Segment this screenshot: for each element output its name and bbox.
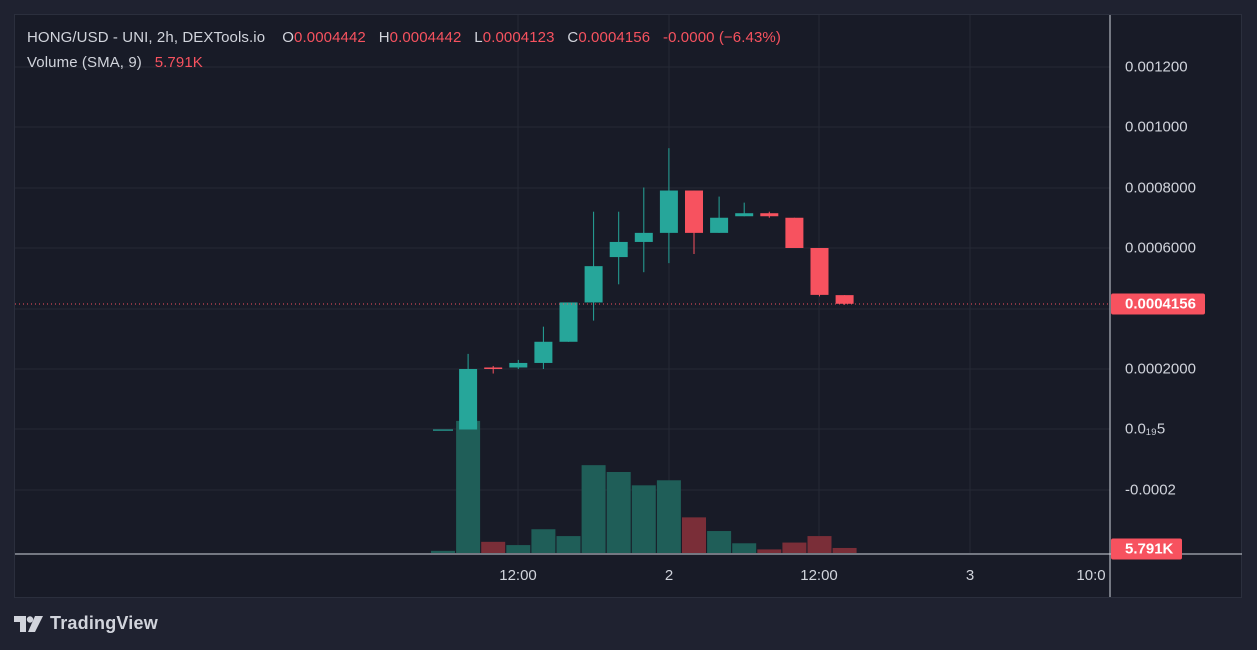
volume-bar: [707, 531, 732, 553]
candle: [659, 148, 678, 264]
price-tick-label: -0.0002: [1125, 481, 1176, 499]
candle: [559, 302, 578, 342]
legend-volume: Volume (SMA, 9) 5.791K: [27, 54, 203, 71]
volume-bar: [832, 547, 857, 553]
time-tick-label: 12:00: [499, 567, 537, 584]
volume-bar: [656, 480, 681, 553]
price-tick-label: 0.0006000: [1125, 239, 1196, 257]
legend-volume-value: 5.791K: [154, 54, 203, 71]
legend-high-label: H: [378, 29, 390, 46]
volume-bar: [807, 536, 832, 553]
volume-bar: [782, 542, 807, 553]
candle-body: [710, 217, 729, 233]
time-tick-label: 10:0: [1076, 567, 1106, 584]
tradingview-logo-icon: [14, 615, 43, 632]
candle: [459, 353, 478, 430]
legend-change: -0.0000 (−6.43%): [663, 29, 781, 46]
candle-body: [559, 302, 578, 342]
price-tick-label: 0.001200: [1125, 58, 1188, 76]
candle: [710, 196, 729, 233]
candle-body: [835, 295, 854, 304]
tradingview-brand[interactable]: TradingView: [14, 613, 158, 634]
volume-bar: [556, 536, 581, 553]
legend-low-label: L: [474, 29, 483, 46]
volume-bar: [631, 485, 656, 553]
candle: [785, 217, 804, 248]
candle-body: [634, 232, 653, 242]
candle-body: [509, 362, 528, 368]
volume-bar: [531, 529, 556, 553]
legend-open-value: 0.0004442: [294, 29, 366, 46]
legend-low-value: 0.0004123: [482, 29, 555, 46]
time-tick-label: 3: [965, 567, 975, 584]
volume-bar: [481, 541, 506, 553]
candle-body: [433, 429, 453, 431]
candle: [509, 359, 528, 369]
volume-bar: [732, 543, 757, 553]
candle: [810, 248, 829, 297]
candle-body: [484, 367, 503, 369]
volume-bar: [682, 517, 706, 553]
brand-name: TradingView: [50, 613, 158, 633]
time-tick-label: 2: [664, 567, 674, 584]
candle-body: [785, 217, 804, 248]
candle: [735, 202, 754, 217]
candle-body: [735, 213, 754, 217]
candle: [534, 326, 553, 369]
candle: [685, 190, 703, 255]
candle-body: [659, 190, 678, 233]
time-tick-label: 12:00: [800, 567, 838, 584]
candle-body: [810, 248, 829, 295]
candle-body: [459, 369, 478, 430]
candle: [433, 429, 453, 431]
candles: [433, 148, 854, 431]
price-tick-label: 0.001000: [1125, 118, 1188, 136]
volume-bar: [506, 545, 531, 553]
candle: [484, 365, 503, 374]
candle: [760, 211, 779, 218]
candle: [584, 211, 603, 321]
candle-body: [609, 241, 628, 258]
candle: [634, 187, 653, 273]
legend-close-value: 0.0004156: [578, 29, 651, 46]
volume-bar: [606, 472, 631, 553]
volume-bar: [456, 420, 481, 553]
candle: [609, 211, 628, 285]
volume-bar: [581, 465, 606, 553]
candle: [835, 295, 854, 305]
price-tick-label: 0.0₁₉5: [1125, 420, 1166, 438]
volume-bar: [431, 550, 455, 553]
legend-close-label: C: [567, 29, 579, 46]
legend-open-label: O: [282, 29, 295, 46]
price-tick-label: 0.0002000: [1125, 360, 1196, 378]
candle-body: [685, 190, 703, 233]
grid-lines: [15, 15, 1110, 553]
candle-body: [584, 266, 603, 303]
volume-bars: [431, 420, 857, 553]
legend-symbol: HONG/USD - UNI, 2h, DEXTools.io: [27, 29, 266, 46]
price-tick-label: 0.0008000: [1125, 179, 1196, 197]
legend-ohlc: HONG/USD - UNI, 2h, DEXTools.io O0.00044…: [27, 29, 781, 46]
volume-bar: [757, 549, 782, 553]
legend-volume-label: Volume (SMA, 9): [27, 54, 142, 71]
candle-body: [760, 213, 779, 217]
last-price-badge: 0.0004156: [1111, 293, 1205, 315]
volume-badge: 5.791K: [1111, 538, 1183, 560]
legend-high-value: 0.0004442: [389, 29, 462, 46]
candle-body: [534, 341, 553, 363]
